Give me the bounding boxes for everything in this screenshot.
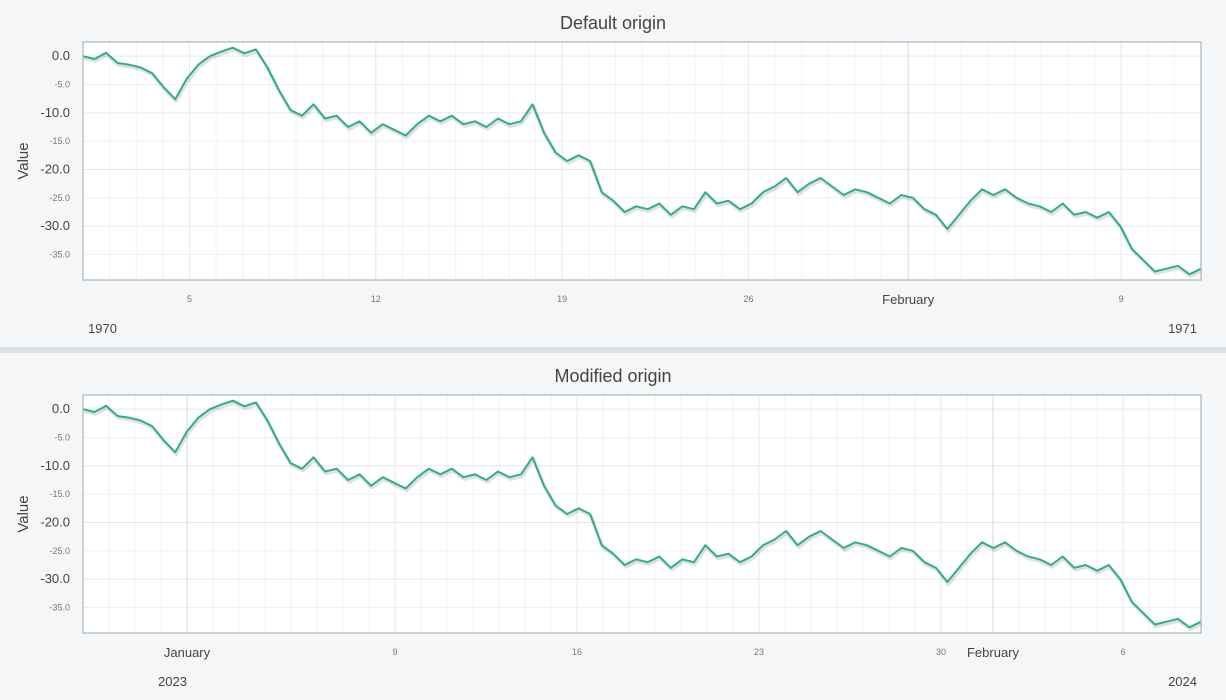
x-tick-label: 6: [1120, 647, 1125, 657]
x-tick-label: 9: [392, 647, 397, 657]
y-tick-label: 0.0: [52, 48, 70, 63]
series-line: [82, 46, 1202, 276]
plot-area: 0.0 -10.0 -20.0 -30.0 -5.0 -15.0 -25.0 -35.0 Jan…: [40, 394, 1203, 660]
y-tick-label: -30.0: [40, 218, 70, 233]
plot-area: 0.0 -10.0 -20.0 -30.0 -5.0 -15.0 -25.0 -35.0 5 12…: [40, 41, 1203, 307]
chart-panel-default-origin: Default origin Value 0.0 -10.0 -20.0 -30.0 -…: [0, 0, 1226, 347]
y-tick-label: -10.0: [40, 105, 70, 120]
y-tick-label: -15.0: [49, 136, 70, 146]
x-tick-label: February: [967, 645, 1020, 660]
y-tick-label: -25.0: [49, 193, 70, 203]
x-tick-label: 23: [754, 647, 764, 657]
y-tick-label: -20.0: [40, 515, 70, 530]
y-tick-label: -25.0: [49, 546, 70, 556]
y-tick-label: -5.0: [54, 433, 70, 443]
x-tick-label: January: [164, 645, 211, 660]
x-tick-label: 19: [557, 294, 567, 304]
x-tick-label: 5: [187, 294, 192, 304]
y-tick-label: -30.0: [40, 571, 70, 586]
y-tick-label: -15.0: [49, 489, 70, 499]
y-tick-label: 0.0: [52, 401, 70, 416]
x-tick-label: 16: [572, 647, 582, 657]
y-axis-label: Value: [15, 142, 32, 179]
y-tick-label: -20.0: [40, 162, 70, 177]
x-tick-label: 26: [743, 294, 753, 304]
chart-title: Modified origin: [554, 366, 671, 386]
x-tick-label: February: [882, 292, 935, 307]
y-tick-label: -5.0: [54, 80, 70, 90]
plot-background: [83, 395, 1201, 633]
chart-panel-modified-origin: Modified origin Value 0.0 -10.0 -20.0 -30.0…: [0, 353, 1226, 700]
plot-frame: [82, 394, 1202, 634]
chart-title: Default origin: [560, 13, 666, 33]
series-line: [82, 399, 1202, 629]
year-label-right: 2024: [1168, 674, 1197, 689]
year-label-left: 2023: [158, 674, 187, 689]
year-label-left: 1970: [88, 321, 117, 336]
plot-frame: [82, 41, 1202, 281]
x-tick-label: 9: [1119, 294, 1124, 304]
panel-divider: [0, 347, 1226, 353]
x-tick-label: 12: [371, 294, 381, 304]
y-tick-label: -35.0: [49, 603, 70, 613]
y-axis-label: Value: [15, 495, 32, 532]
x-tick-label: 30: [936, 647, 946, 657]
chart-modified-origin: Modified origin Value 0.0 -10.0 -20.0 -30.0…: [15, 366, 1203, 689]
y-tick-label: -10.0: [40, 458, 70, 473]
chart-default-origin: Default origin Value 0.0 -10.0 -20.0 -30.0 -…: [15, 13, 1203, 336]
y-tick-label: -35.0: [49, 250, 70, 260]
year-label-right: 1971: [1168, 321, 1197, 336]
